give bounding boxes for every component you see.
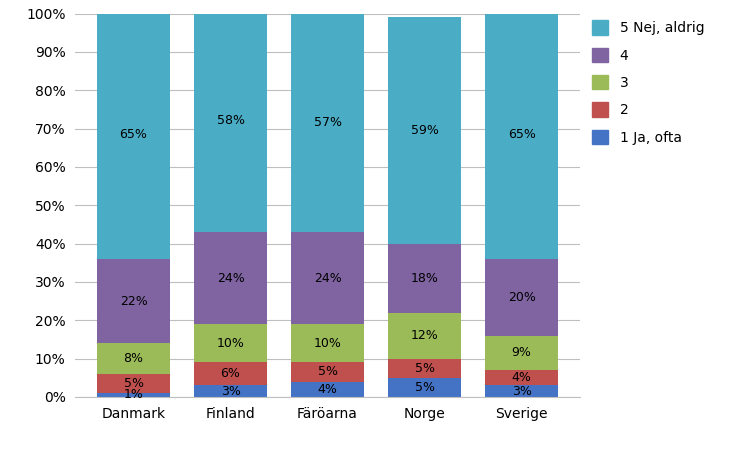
Text: 5%: 5% xyxy=(415,381,434,394)
Bar xyxy=(97,10,170,259)
Legend: 5 Nej, aldrig, 4, 3, 2, 1 Ja, ofta: 5 Nej, aldrig, 4, 3, 2, 1 Ja, ofta xyxy=(592,20,704,144)
Text: 4%: 4% xyxy=(511,371,532,384)
Text: 24%: 24% xyxy=(314,272,341,285)
Text: 65%: 65% xyxy=(508,128,535,141)
Text: 3%: 3% xyxy=(221,385,240,398)
Text: 24%: 24% xyxy=(217,272,245,285)
Text: 5%: 5% xyxy=(123,377,144,390)
Bar xyxy=(291,382,364,397)
Bar xyxy=(389,244,461,313)
Bar xyxy=(485,370,558,385)
Text: 5%: 5% xyxy=(318,365,337,378)
Text: 57%: 57% xyxy=(313,116,342,129)
Text: 20%: 20% xyxy=(508,291,535,304)
Bar xyxy=(389,17,461,244)
Text: 22%: 22% xyxy=(120,295,148,308)
Text: 8%: 8% xyxy=(123,352,144,365)
Bar xyxy=(291,14,364,232)
Text: 12%: 12% xyxy=(410,329,438,342)
Text: 6%: 6% xyxy=(221,368,240,380)
Bar xyxy=(97,343,170,374)
Text: 1%: 1% xyxy=(123,388,144,401)
Bar xyxy=(291,232,364,324)
Bar xyxy=(291,363,364,382)
Text: 5%: 5% xyxy=(415,362,434,375)
Bar xyxy=(194,385,267,397)
Bar xyxy=(485,10,558,259)
Bar xyxy=(389,378,461,397)
Text: 59%: 59% xyxy=(410,124,438,137)
Text: 18%: 18% xyxy=(410,272,438,285)
Bar xyxy=(97,374,170,393)
Bar xyxy=(389,359,461,378)
Text: 58%: 58% xyxy=(217,115,245,127)
Text: 3%: 3% xyxy=(511,385,532,398)
Bar xyxy=(97,393,170,397)
Text: 10%: 10% xyxy=(313,337,342,350)
Bar xyxy=(194,324,267,363)
Bar xyxy=(194,10,267,232)
Bar xyxy=(485,385,558,397)
Bar xyxy=(389,313,461,359)
Bar xyxy=(97,259,170,343)
Text: 10%: 10% xyxy=(217,337,245,350)
Bar xyxy=(485,336,558,370)
Bar xyxy=(194,363,267,385)
Text: 9%: 9% xyxy=(511,346,532,359)
Bar xyxy=(485,259,558,336)
Bar xyxy=(291,324,364,363)
Text: 4%: 4% xyxy=(318,383,337,396)
Text: 65%: 65% xyxy=(120,128,148,141)
Bar xyxy=(194,232,267,324)
